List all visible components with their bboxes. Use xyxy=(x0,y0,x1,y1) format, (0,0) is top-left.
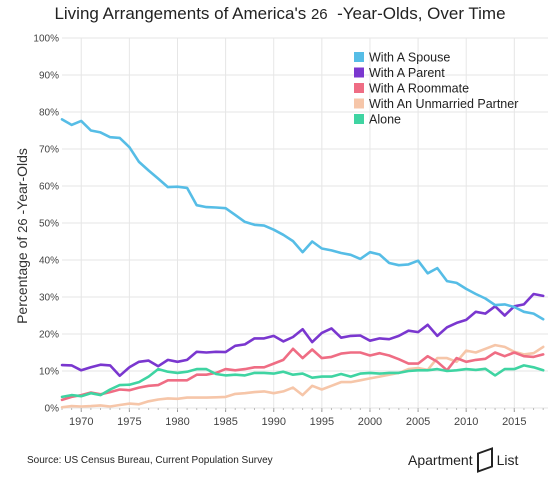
y-tick-label: 50% xyxy=(39,219,59,230)
y-tick-label: 40% xyxy=(39,256,59,267)
x-tick-label: 2000 xyxy=(358,416,382,428)
legend-swatch xyxy=(354,83,364,93)
legend-label: With An Unmarried Partner xyxy=(369,97,518,111)
x-tick-label: 2005 xyxy=(406,416,430,428)
legend-swatch xyxy=(354,67,364,78)
apartment-list-logo-icon xyxy=(476,447,493,473)
x-tick-label: 1980 xyxy=(165,416,189,428)
chart-title-age: 26 xyxy=(310,6,328,23)
y-tick-label: 10% xyxy=(39,367,59,378)
y-tick-label: 30% xyxy=(39,293,59,304)
chart-title: Living Arrangements of America's 26 -Yea… xyxy=(0,4,560,24)
x-axis-ticks: 1970 1975 1980 1985 1990 1995 2000 2005 2010 2015 xyxy=(61,408,544,428)
series-line xyxy=(60,118,545,321)
x-tick-label: 2015 xyxy=(502,416,526,428)
legend-swatch xyxy=(354,52,364,62)
legend-label: With A Spouse xyxy=(369,51,450,65)
series-line xyxy=(60,343,545,409)
y-tick-label: 90% xyxy=(39,71,59,82)
x-tick-label: 1970 xyxy=(69,416,93,428)
series-line xyxy=(60,292,545,378)
brand-logo: Apartment List xyxy=(408,447,519,473)
legend-swatch xyxy=(354,114,364,124)
legend-label: Alone xyxy=(369,113,401,127)
x-tick-label: 1990 xyxy=(261,416,285,428)
x-tick-label: 1985 xyxy=(213,416,237,428)
chart-title-suffix: -Year-Olds, Over Time xyxy=(327,4,506,23)
chart-title-prefix: Living Arrangements of America's xyxy=(54,4,311,23)
legend-label: With A Roommate xyxy=(369,82,469,96)
series-line xyxy=(60,347,545,402)
y-tick-label: 20% xyxy=(39,330,59,341)
y-tick-label: 100% xyxy=(33,34,59,45)
y-tick-label: 60% xyxy=(39,182,59,193)
grid xyxy=(62,37,548,409)
series-line xyxy=(60,364,545,399)
brand-name-part2: List xyxy=(496,452,519,468)
y-axis-ticks: 0% 10% 20% 30% 40% 50% 60% 70% 80% 90% 100% xyxy=(33,34,59,415)
x-tick-label: 2010 xyxy=(454,416,478,428)
x-tick-label: 1975 xyxy=(117,416,141,428)
series-lines xyxy=(60,118,545,409)
y-tick-label: 80% xyxy=(39,108,59,119)
x-tick-label: 1995 xyxy=(310,416,334,428)
source-note: Source: US Census Bureau, Current Popula… xyxy=(27,455,273,466)
legend-swatch xyxy=(354,98,364,109)
legend-label: With A Parent xyxy=(369,66,445,80)
brand-name-part1: Apartment xyxy=(408,452,473,468)
y-tick-label: 0% xyxy=(45,404,60,415)
y-tick-label: 70% xyxy=(39,145,59,156)
